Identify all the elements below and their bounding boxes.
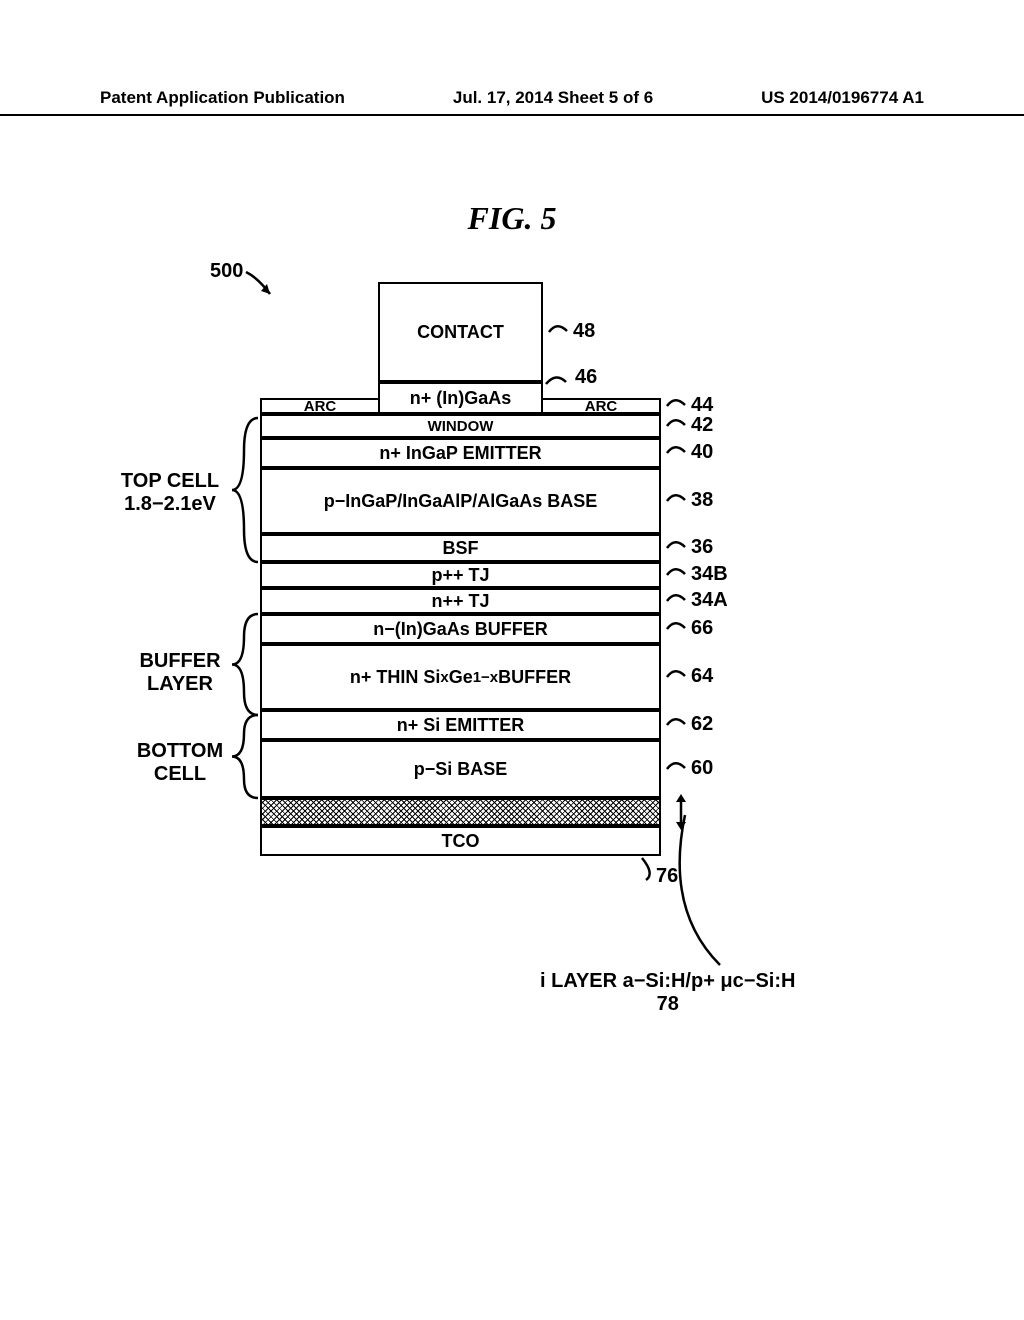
- layer-base-top: p−InGaP/InGaAlP/AlGaAs BASE: [260, 468, 661, 534]
- callout-curve-78: [660, 810, 780, 990]
- ref-62: 62: [691, 713, 713, 736]
- ref-squiggle-40: [665, 444, 691, 462]
- layer-contact: CONTACT: [378, 282, 543, 382]
- ref-squiggle-44: [665, 397, 691, 415]
- ref-squiggle-34A: [665, 592, 691, 610]
- layer-si-base: p−Si BASE: [260, 740, 661, 798]
- bottom-callout: i LAYER a−Si:H/p+ μc−Si:H 78: [540, 970, 795, 1016]
- brace-1: [228, 612, 262, 717]
- ref-squiggle-64: [665, 668, 691, 686]
- brace-0: [228, 416, 262, 564]
- layer-ingaas: n+ (In)GaAs: [378, 382, 543, 414]
- brace-2: [228, 713, 262, 800]
- figure-title: FIG. 5: [0, 200, 1024, 237]
- ref-64: 64: [691, 665, 713, 688]
- ref-76: 76: [656, 865, 678, 888]
- ref-squiggle-36: [665, 539, 691, 557]
- structure-label-arrow: 500: [240, 270, 280, 305]
- layer-ptj: p++ TJ: [260, 562, 661, 588]
- layer-si-emitter: n+ Si EMITTER: [260, 710, 661, 740]
- ref-squiggle-38: [665, 492, 691, 510]
- patent-header: Patent Application Publication Jul. 17, …: [0, 88, 1024, 116]
- ref-42: 42: [691, 414, 713, 437]
- ref-48: 48: [573, 320, 595, 343]
- ref-38: 38: [691, 489, 713, 512]
- side-label-2: BOTTOM CELL: [130, 740, 230, 786]
- layer-arc-right: ARC: [541, 398, 661, 414]
- layer-sige: n+ THIN SixGe1−x BUFFER: [260, 644, 661, 710]
- layer-window: WINDOW: [260, 414, 661, 438]
- header-left: Patent Application Publication: [100, 88, 345, 108]
- ref-36: 36: [691, 536, 713, 559]
- layer-arc-left: ARC: [260, 398, 380, 414]
- ref-46-label: 46: [575, 366, 597, 389]
- header-center: Jul. 17, 2014 Sheet 5 of 6: [453, 88, 653, 108]
- ref-squiggle-62: [665, 716, 691, 734]
- ref-squiggle-60: [665, 760, 691, 778]
- side-label-0: TOP CELL 1.8−2.1eV: [120, 470, 220, 516]
- ref-squiggle-42: [665, 417, 691, 435]
- structure-label: 500: [210, 260, 243, 283]
- bottom-callout-text: i LAYER a−Si:H/p+ μc−Si:H: [540, 970, 795, 993]
- ref-40: 40: [691, 441, 713, 464]
- side-label-1: BUFFER LAYER: [130, 650, 230, 696]
- ref-squiggle-66: [665, 620, 691, 638]
- header-right: US 2014/0196774 A1: [761, 88, 924, 108]
- ref-66: 66: [691, 617, 713, 640]
- layer-emitter-top: n+ InGaP EMITTER: [260, 438, 661, 468]
- bottom-callout-ref: 78: [540, 993, 795, 1016]
- ref-squiggle-34B: [665, 566, 691, 584]
- layer-ntj: n++ TJ: [260, 588, 661, 614]
- layer-tco: TCO: [260, 826, 661, 856]
- layer-bsf: BSF: [260, 534, 661, 562]
- ref-60: 60: [691, 757, 713, 780]
- ref-34B: 34B: [691, 563, 728, 586]
- ref-34A: 34A: [691, 589, 728, 612]
- layer-nbuf: n−(In)GaAs BUFFER: [260, 614, 661, 644]
- ref-squiggle-48: [547, 323, 573, 341]
- callout-curve-46: [544, 370, 574, 390]
- layer-hatch: [260, 798, 661, 826]
